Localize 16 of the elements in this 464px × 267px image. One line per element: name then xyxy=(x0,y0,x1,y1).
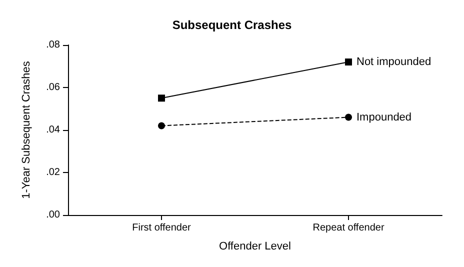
y-tick-label: .00 xyxy=(46,210,60,220)
y-tick-label: .08 xyxy=(46,40,60,50)
y-tick-label: .02 xyxy=(46,167,60,178)
x-axis-title: Offender Level xyxy=(219,240,291,252)
point xyxy=(345,114,352,121)
point xyxy=(345,58,352,66)
series-label: Impounded xyxy=(356,111,412,124)
chart-title: Subsequent Crashes xyxy=(172,18,292,32)
y-tick-label: .06 xyxy=(46,82,60,93)
x-tick-label: First offender xyxy=(132,222,192,234)
point xyxy=(158,94,165,102)
series-label: Not impounded xyxy=(356,56,432,68)
y-axis-title: 1-Year Subsequent Crashes xyxy=(20,60,32,199)
y-tick-label: .04 xyxy=(46,124,60,136)
x-tick-label: Repeat offender xyxy=(312,222,385,234)
point xyxy=(158,122,165,130)
